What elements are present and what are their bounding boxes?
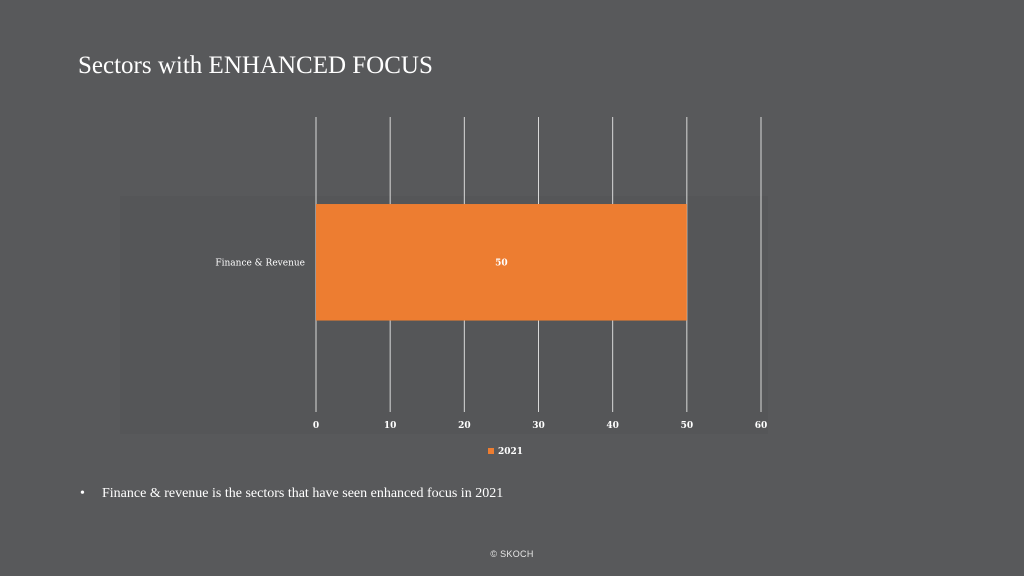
slide-title: Sectors with ENHANCED FOCUS [78,52,433,79]
x-tick-label: 0 [313,421,319,431]
bar [316,204,687,321]
x-tick-label: 30 [532,421,545,431]
bullet-marker: • [80,486,85,501]
x-tick-label: 40 [606,421,619,431]
data-label: 50 [495,258,508,268]
bullet-item: • Finance & revenue is the sectors that h… [80,486,503,502]
bullet-text: Finance & revenue is the sectors that ha… [102,486,504,501]
x-tick-label: 50 [681,421,694,431]
category-label: Finance & Revenue [215,258,305,268]
x-tick-label: 60 [755,421,768,431]
footer-copyright: © SKOCH [490,549,534,559]
legend-label: 2021 [498,447,523,457]
legend-swatch [488,448,494,454]
x-tick-label: 20 [458,421,471,431]
x-tick-label: 10 [384,421,397,431]
